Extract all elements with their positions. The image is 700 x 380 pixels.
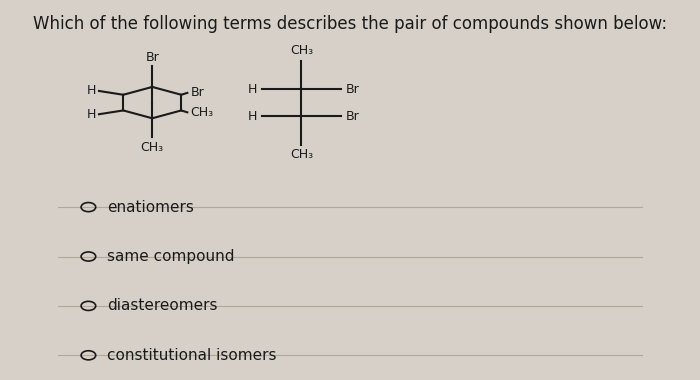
Text: H: H	[248, 110, 257, 123]
Text: diastereomers: diastereomers	[106, 298, 217, 314]
Text: CH₃: CH₃	[290, 149, 313, 162]
Text: Which of the following terms describes the pair of compounds shown below:: Which of the following terms describes t…	[33, 15, 667, 33]
Text: CH₃: CH₃	[141, 141, 164, 154]
Text: CH₃: CH₃	[190, 106, 214, 119]
Text: H: H	[87, 84, 96, 97]
Text: Br: Br	[190, 86, 204, 99]
Text: CH₃: CH₃	[290, 44, 313, 57]
Text: Br: Br	[146, 51, 159, 64]
Text: H: H	[87, 108, 96, 121]
Text: same compound: same compound	[106, 249, 234, 264]
Text: Br: Br	[346, 110, 360, 123]
Text: constitutional isomers: constitutional isomers	[106, 348, 276, 363]
Text: Br: Br	[346, 82, 360, 95]
Text: enatiomers: enatiomers	[106, 200, 193, 215]
Text: H: H	[248, 82, 257, 95]
